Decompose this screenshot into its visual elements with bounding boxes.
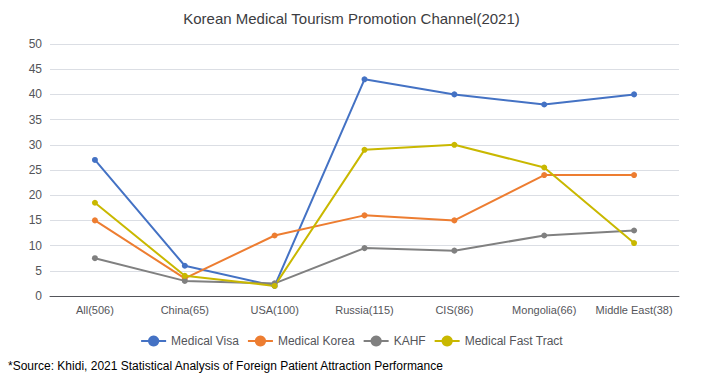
- svg-text:*Source: Khidi, 2021 Statistic: *Source: Khidi, 2021 Statistical Analysi…: [8, 359, 443, 373]
- svg-text:10: 10: [29, 239, 43, 253]
- svg-text:Mongolia(66): Mongolia(66): [512, 304, 576, 316]
- svg-text:50: 50: [29, 37, 43, 51]
- svg-text:35: 35: [29, 113, 43, 127]
- svg-text:20: 20: [29, 188, 43, 202]
- svg-text:China(65): China(65): [161, 304, 209, 316]
- svg-text:Medical Korea: Medical Korea: [278, 334, 355, 348]
- svg-text:CIS(86): CIS(86): [435, 304, 473, 316]
- svg-text:5: 5: [35, 264, 42, 278]
- svg-text:Korean Medical Tourism Promoti: Korean Medical Tourism Promotion Channel…: [183, 10, 520, 27]
- svg-text:Medical Visa: Medical Visa: [171, 334, 239, 348]
- svg-text:Russia(115): Russia(115): [335, 304, 394, 316]
- svg-text:0: 0: [35, 289, 42, 303]
- svg-text:Middle East(38): Middle East(38): [596, 304, 673, 316]
- svg-text:30: 30: [29, 138, 43, 152]
- svg-text:Medical Fast Tract: Medical Fast Tract: [465, 334, 564, 348]
- svg-text:15: 15: [29, 213, 43, 227]
- svg-text:KAHF: KAHF: [394, 334, 426, 348]
- svg-text:25: 25: [29, 163, 43, 177]
- svg-text:All(506): All(506): [76, 304, 114, 316]
- svg-text:USA(100): USA(100): [250, 304, 298, 316]
- svg-text:45: 45: [29, 62, 43, 76]
- svg-text:40: 40: [29, 87, 43, 101]
